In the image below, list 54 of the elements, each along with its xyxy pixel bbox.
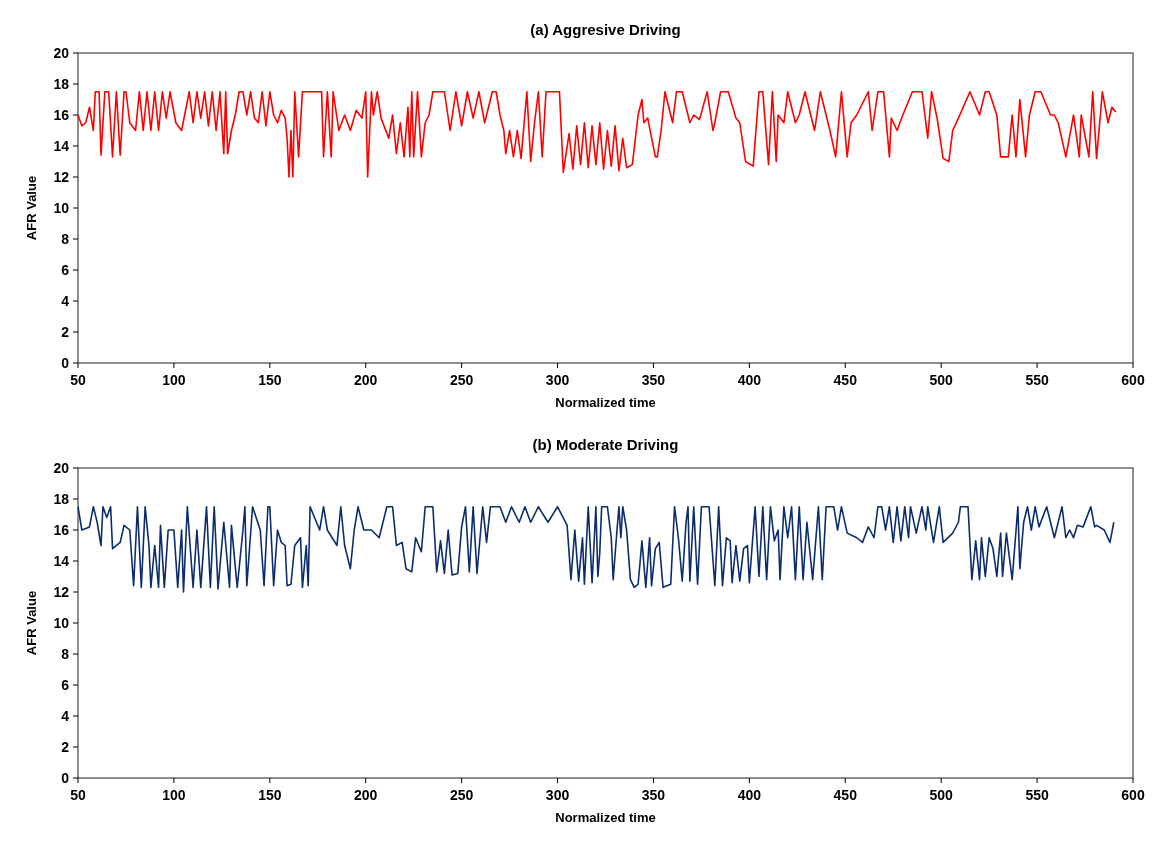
y-tick-label: 16 — [53, 106, 70, 123]
x-tick-label: 300 — [545, 372, 570, 388]
y-tick-label: 4 — [61, 292, 70, 309]
x-tick-label: 350 — [641, 372, 666, 388]
x-tick-label: 550 — [1025, 372, 1049, 388]
x-tick-label: 200 — [354, 787, 378, 803]
y-tick-label: 0 — [61, 354, 70, 371]
line-series — [77, 90, 1117, 178]
y-axis-title: AFR Value — [24, 175, 39, 241]
y-tick-label: 14 — [53, 137, 70, 154]
y-tick-label: 10 — [53, 614, 70, 631]
x-tick-label: 500 — [929, 787, 954, 803]
y-tick-label: 20 — [53, 44, 70, 61]
y-tick-label: 14 — [53, 552, 70, 569]
x-tick-label: 500 — [929, 372, 954, 388]
y-tick-label: 8 — [61, 645, 70, 662]
x-tick-label: 450 — [833, 787, 858, 803]
y-tick-label: 0 — [61, 769, 70, 786]
y-tick-label: 18 — [53, 75, 70, 92]
y-tick-label: 4 — [61, 707, 70, 724]
x-tick-label: 600 — [1121, 787, 1145, 803]
line-series — [77, 505, 1115, 593]
x-tick-label: 100 — [162, 787, 186, 803]
chart-title: (a) Aggresive Driving — [530, 21, 681, 38]
x-tick-label: 400 — [737, 372, 762, 388]
y-tick-label: 20 — [53, 459, 70, 476]
x-axis-title: Normalized time — [555, 810, 656, 825]
x-tick-label: 100 — [162, 372, 186, 388]
y-axis-title: AFR Value — [24, 590, 39, 656]
x-tick-label: 300 — [545, 787, 570, 803]
y-tick-label: 6 — [61, 676, 70, 693]
x-tick-label: 150 — [258, 372, 282, 388]
x-tick-label: 250 — [449, 787, 474, 803]
y-tick-label: 12 — [53, 168, 70, 185]
y-tick-label: 6 — [61, 261, 70, 278]
x-tick-label: 200 — [354, 372, 378, 388]
y-tick-label: 16 — [53, 521, 70, 538]
x-tick-label: 50 — [70, 787, 86, 803]
x-tick-label: 600 — [1121, 372, 1145, 388]
x-tick-label: 400 — [737, 787, 762, 803]
chart-title: (b) Moderate Driving — [532, 436, 679, 453]
y-tick-label: 2 — [61, 323, 70, 340]
x-tick-label: 150 — [258, 787, 282, 803]
x-tick-label: 350 — [641, 787, 666, 803]
y-tick-label: 8 — [61, 230, 70, 247]
y-tick-label: 2 — [61, 738, 70, 755]
x-tick-label: 250 — [449, 372, 474, 388]
x-axis-title: Normalized time — [555, 395, 656, 410]
x-tick-label: 550 — [1025, 787, 1049, 803]
x-tick-label: 450 — [833, 372, 858, 388]
y-tick-label: 18 — [53, 490, 70, 507]
y-tick-label: 10 — [53, 199, 70, 216]
x-tick-label: 50 — [70, 372, 86, 388]
y-tick-label: 12 — [53, 583, 70, 600]
